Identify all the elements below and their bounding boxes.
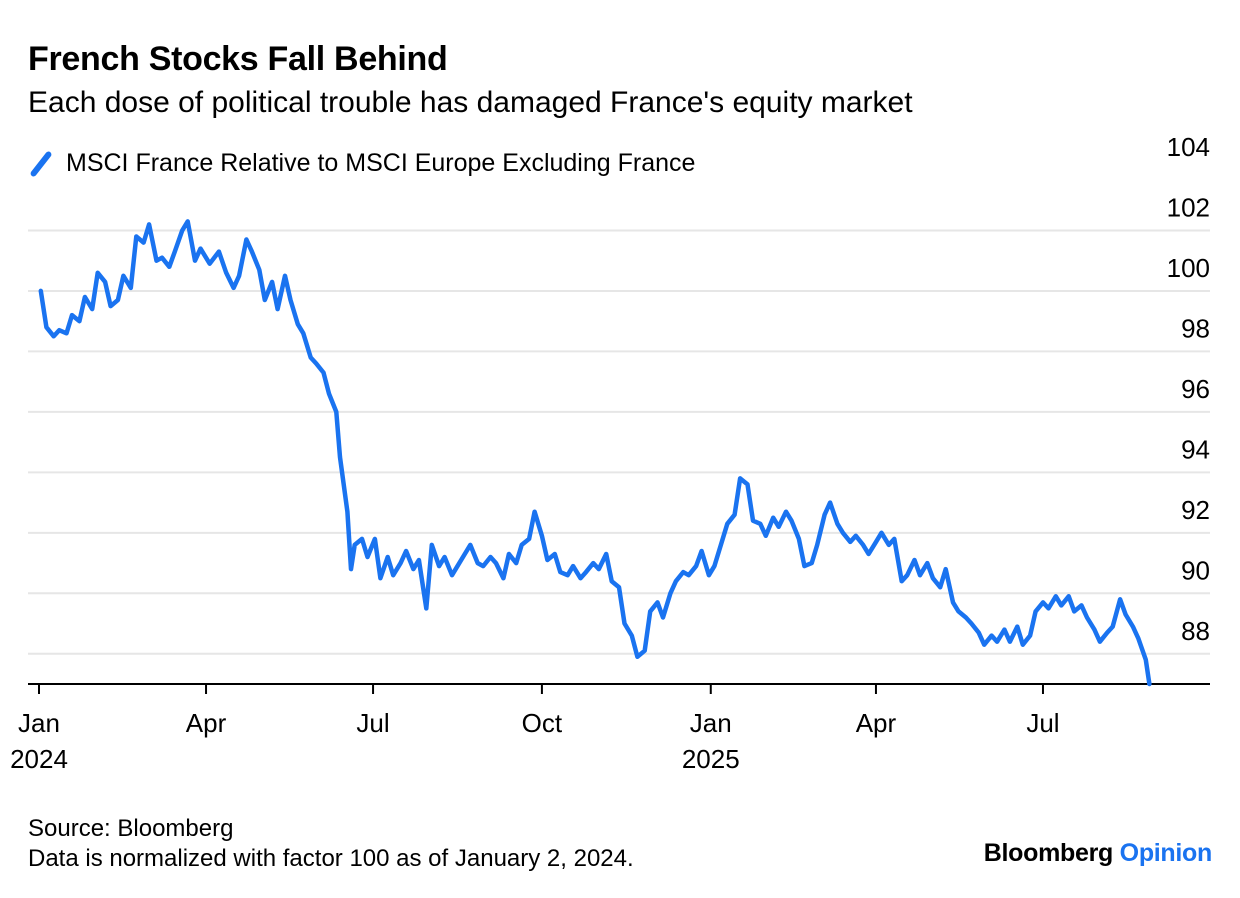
brand-logo: Bloomberg Opinion: [983, 839, 1213, 868]
y-tick-label: 102: [1167, 192, 1210, 222]
x-tick-label: Jul: [1026, 708, 1059, 738]
legend: MSCI France Relative to MSCI Europe Excl…: [28, 148, 695, 178]
y-tick-label: 94: [1181, 434, 1210, 464]
y-tick-label: 100: [1167, 253, 1210, 283]
y-tick-label: 92: [1181, 495, 1210, 525]
y-tick-label: 96: [1181, 374, 1210, 404]
gridlines: [28, 229, 1210, 685]
chart-title: French Stocks Fall Behind: [28, 40, 448, 78]
chart-subtitle: Each dose of political trouble has damag…: [28, 86, 913, 119]
series-layer: [38, 219, 1152, 687]
y-tick-label: 88: [1181, 616, 1210, 646]
y-tick-label: 98: [1181, 313, 1210, 343]
x-tick-label: Apr: [186, 708, 227, 738]
x-tick-year-label: 2024: [10, 744, 68, 774]
x-tick-label: Jan: [690, 708, 732, 738]
y-tick-label: 104: [1167, 132, 1210, 162]
footer: Source: Bloomberg Data is normalized wit…: [28, 814, 634, 874]
x-tick-label: Oct: [522, 708, 563, 738]
brand-suffix: Opinion: [1119, 839, 1213, 867]
x-tick-year-label: 2025: [682, 744, 740, 774]
brand-name: Bloomberg: [983, 839, 1114, 867]
x-tick-label: Jul: [356, 708, 389, 738]
series-line-0: [38, 219, 1152, 687]
x-axis-ticks: Jan 2024 Apr Jul Oct Jan 2025 Apr Jul: [10, 684, 1060, 774]
x-tick-label: Apr: [856, 708, 897, 738]
y-axis-ticks: 88 90 92 94 96 98 100 102 104: [1167, 132, 1210, 646]
source-note: Source: Bloomberg: [28, 815, 234, 842]
normalization-note: Data is normalized with factor 100 as of…: [28, 845, 634, 872]
y-tick-label: 90: [1181, 555, 1210, 585]
x-tick-label: Jan: [18, 708, 60, 738]
legend-label: MSCI France Relative to MSCI Europe Excl…: [66, 148, 696, 177]
